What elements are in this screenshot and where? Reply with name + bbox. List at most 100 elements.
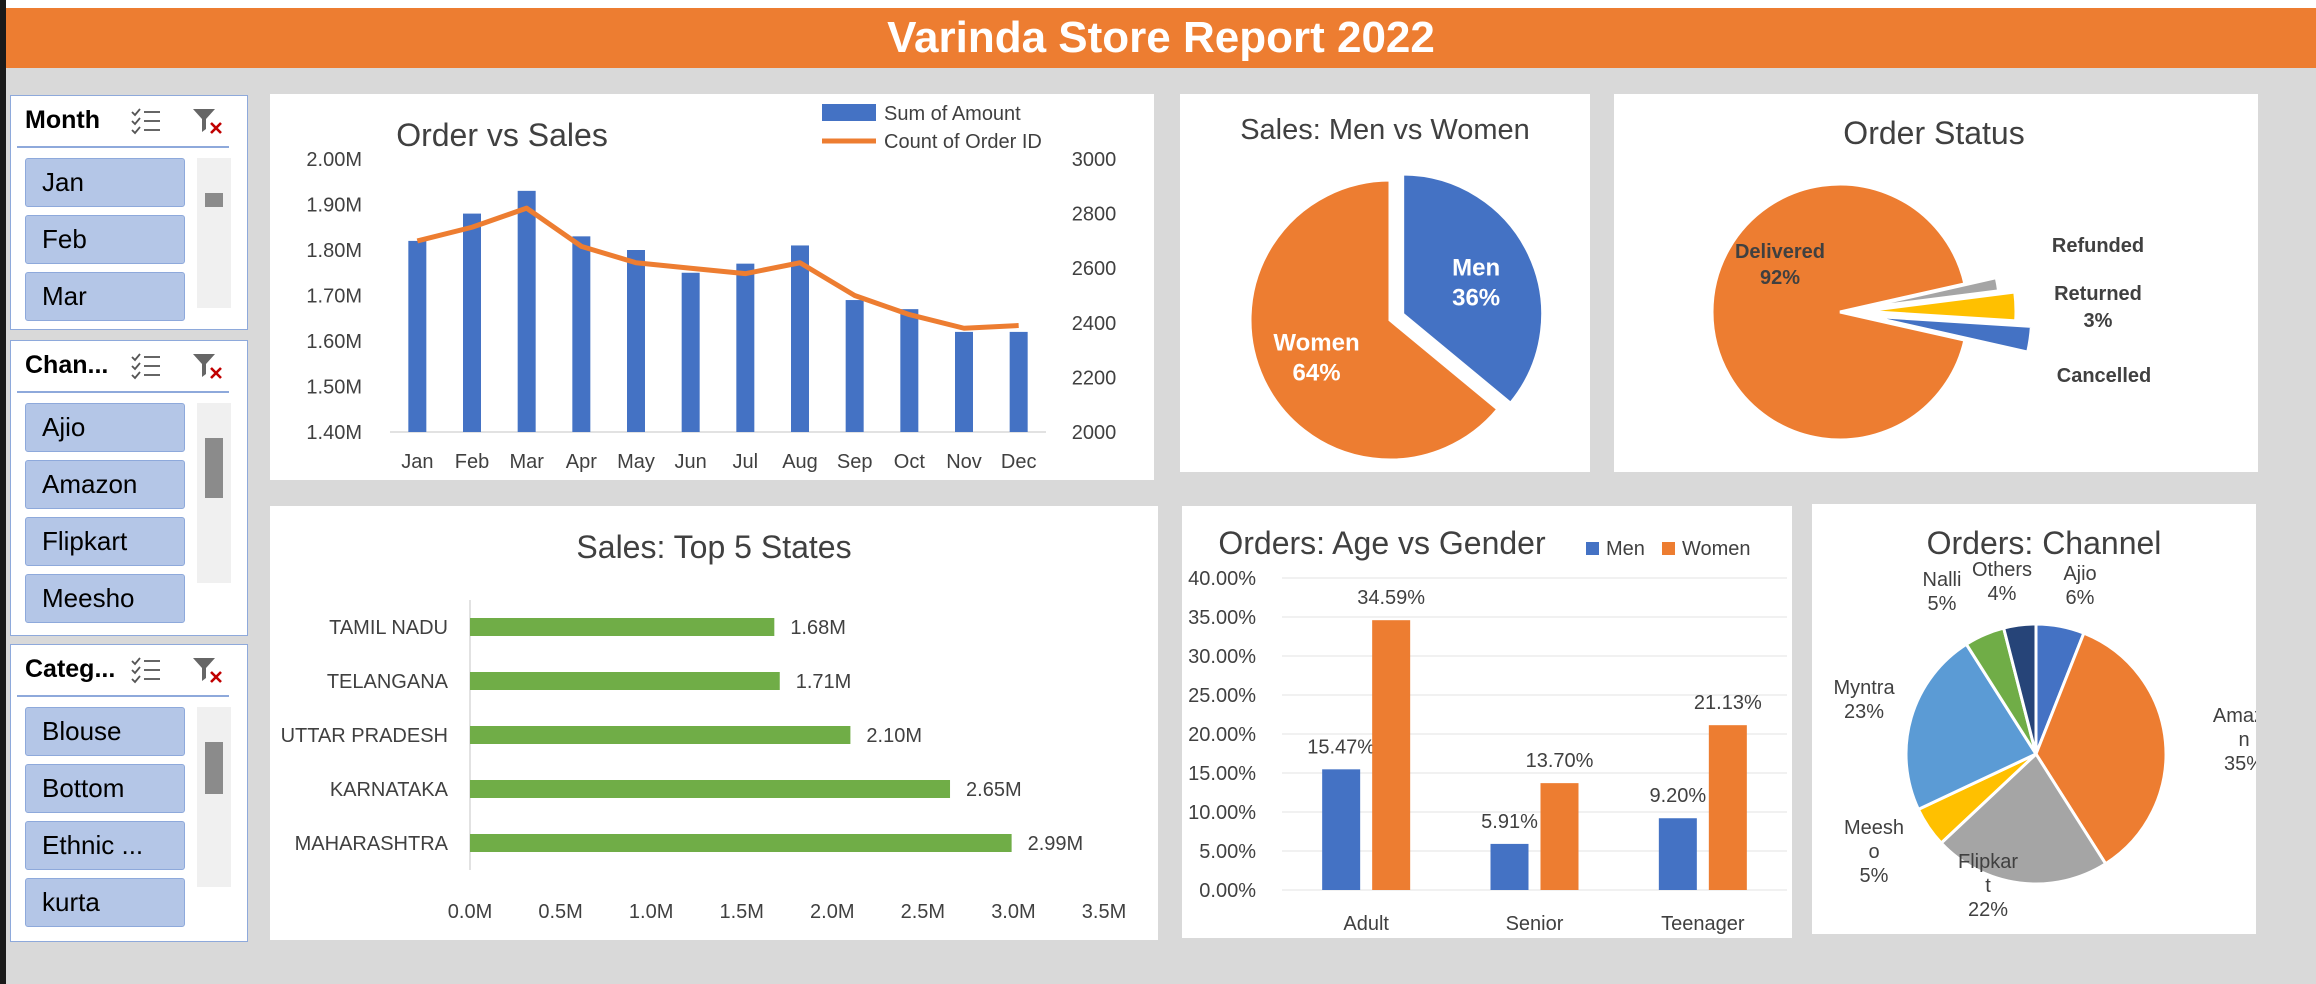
- slicer-month[interactable]: Month Jan Feb Mar: [10, 95, 248, 330]
- slice-label: Returned: [2054, 283, 2142, 305]
- y-left-tick-label: 2.00M: [306, 149, 362, 171]
- chart-title: Orders: Age vs Gender: [1218, 525, 1546, 561]
- x-tick-label: 3.0M: [991, 901, 1035, 923]
- slicer-title: Month: [25, 106, 100, 134]
- slice-value-label: 36%: [1452, 284, 1500, 311]
- x-tick-label: May: [617, 451, 655, 473]
- slicer-item[interactable]: Amazon: [25, 460, 185, 509]
- legend-swatch-men: [1586, 542, 1599, 555]
- pie-slice: [1401, 172, 1545, 406]
- pie-slice: [1904, 642, 2039, 812]
- x-tick-label: Teenager: [1661, 913, 1745, 935]
- slice-value-label: 92%: [1760, 267, 1800, 289]
- x-tick-label: Feb: [455, 451, 489, 473]
- chart-orders-age-gender: Orders: Age vs Gender Men Women 0.00% 5.00% 1…: [1188, 525, 1787, 935]
- data-label: 13.70%: [1526, 750, 1594, 772]
- y-right-tick-label: 2600: [1072, 258, 1117, 280]
- x-tick-label: Adult: [1343, 913, 1389, 935]
- multi-select-icon[interactable]: [129, 653, 163, 687]
- chart-order-status: Order Status Delivered 92% Refunded Returned…: [1710, 115, 2151, 442]
- slice-label: Flipkar t: [1958, 851, 2018, 897]
- x-tick-label: Sep: [837, 451, 873, 473]
- pie-slice: [1710, 182, 1967, 442]
- slice-value-label: 23%: [1844, 701, 1884, 723]
- pie-slice: [1939, 751, 2108, 886]
- slice-value-label: 4%: [1988, 583, 2017, 605]
- multi-select-icon[interactable]: [129, 349, 163, 383]
- bar-sum-of-amount: [408, 240, 427, 432]
- bar-sum-of-amount: [791, 245, 809, 432]
- slicer-scroll-thumb[interactable]: [205, 438, 223, 498]
- bar-sum-of-amount: [900, 309, 919, 432]
- slicer-divider: [17, 391, 229, 393]
- slicer-category[interactable]: Categ... Blouse Bottom Ethnic ... kurta: [10, 644, 248, 942]
- y-left-tick-label: 1.40M: [306, 422, 362, 444]
- slice-value-label: 64%: [1293, 360, 1341, 387]
- y-tick-label: 5.00%: [1199, 841, 1256, 863]
- slice-value-label: 5%: [1860, 865, 1889, 887]
- slicer-title: Chan...: [25, 351, 109, 379]
- legend-swatch-women: [1662, 542, 1675, 555]
- slicer-item[interactable]: Mar: [25, 272, 185, 321]
- y-right-tick-label: 3000: [1072, 149, 1117, 171]
- slice-label: Men: [1452, 254, 1500, 281]
- slicer-title: Categ...: [25, 655, 116, 683]
- slicer-item[interactable]: Ethnic ...: [25, 821, 185, 870]
- chart-sales-top-states: Sales: Top 5 States TAMIL NADU 1.68M TELANG…: [281, 529, 1127, 923]
- bar-sum-of-amount: [627, 250, 645, 432]
- bar-women: [1540, 783, 1579, 890]
- legend-label: Sum of Amount: [884, 103, 1021, 125]
- bar-state-sales: [470, 726, 851, 744]
- slicer-item[interactable]: Meesho: [25, 574, 185, 623]
- clear-filter-icon[interactable]: [191, 349, 225, 383]
- bar-sum-of-amount: [517, 190, 536, 432]
- y-left-tick-label: 1.60M: [306, 331, 362, 353]
- y-tick-label: 15.00%: [1188, 763, 1256, 785]
- y-left-tick-label: 1.90M: [306, 195, 362, 217]
- chart-title: Orders: Channel: [1927, 525, 2162, 561]
- panel-order-status: Order Status Delivered 92% Refunded Returned…: [1614, 94, 2258, 472]
- x-tick-label: 1.5M: [719, 901, 763, 923]
- panel-sales-men-women: Sales: Men vs Women Men 36% Women 64%: [1180, 94, 1590, 472]
- slice-label: Ajio: [2063, 563, 2096, 585]
- bar-sum-of-amount: [736, 263, 755, 432]
- x-tick-label: Oct: [894, 451, 926, 473]
- y-right-tick-label: 2400: [1072, 313, 1117, 335]
- clear-filter-icon[interactable]: [191, 653, 225, 687]
- chart-sales-men-women: Sales: Men vs Women Men 36% Women 64%: [1240, 114, 1545, 462]
- slicer-scroll-thumb[interactable]: [205, 742, 223, 794]
- bar-sum-of-amount: [955, 331, 973, 432]
- slicer-item[interactable]: Feb: [25, 215, 185, 264]
- data-label: 2.99M: [1028, 833, 1084, 855]
- chart-title: Sales: Top 5 States: [576, 529, 851, 565]
- chart-order-vs-sales: Order vs Sales 1.40M 1.50M 1.60M 1.70M 1.80M 1…: [306, 103, 1117, 473]
- slicer-item[interactable]: kurta: [25, 878, 185, 927]
- bar-men: [1658, 818, 1697, 890]
- top-strip: [0, 0, 2316, 10]
- slicer-item[interactable]: Ajio: [25, 403, 185, 452]
- y-right-tick-label: 2000: [1072, 422, 1117, 444]
- slicer-channel[interactable]: Chan... Ajio Amazon Flipkart Meesho: [10, 340, 248, 636]
- y-tick-label: 0.00%: [1199, 880, 1256, 902]
- slicer-scrollbar[interactable]: [197, 403, 231, 583]
- clear-filter-icon[interactable]: [191, 104, 225, 138]
- bar-men: [1490, 843, 1529, 890]
- data-label: 15.47%: [1307, 736, 1375, 758]
- slicer-item[interactable]: Jan: [25, 158, 185, 207]
- slicer-item[interactable]: Flipkart: [25, 517, 185, 566]
- chart-title: Order Status: [1843, 115, 2024, 151]
- pie-slice: [2001, 622, 2038, 755]
- y-tick-label: MAHARASHTRA: [295, 833, 449, 855]
- slicer-scroll-thumb[interactable]: [205, 193, 223, 207]
- y-tick-label: 35.00%: [1188, 607, 1256, 629]
- y-tick-label: 30.00%: [1188, 646, 1256, 668]
- slice-label: Others: [1972, 559, 2032, 581]
- bar-women: [1372, 620, 1411, 890]
- x-tick-label: Dec: [1001, 451, 1037, 473]
- multi-select-icon[interactable]: [129, 104, 163, 138]
- slicer-item[interactable]: Blouse: [25, 707, 185, 756]
- slicer-scrollbar[interactable]: [197, 707, 231, 887]
- slice-value-label: 6%: [2066, 587, 2095, 609]
- slicer-scrollbar[interactable]: [197, 158, 231, 308]
- slicer-item[interactable]: Bottom: [25, 764, 185, 813]
